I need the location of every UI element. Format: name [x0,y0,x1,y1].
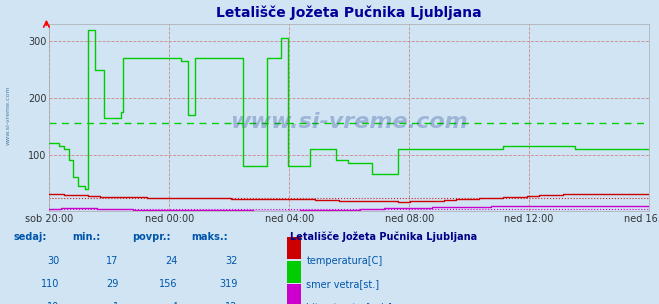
Text: 32: 32 [225,255,237,265]
Text: 17: 17 [106,255,119,265]
Text: 29: 29 [106,279,119,289]
Title: Letališče Jožeta Pučnika Ljubljana: Letališče Jožeta Pučnika Ljubljana [216,6,482,20]
Text: 12: 12 [225,302,237,304]
Text: maks.:: maks.: [191,232,228,242]
Text: www.si-vreme.com: www.si-vreme.com [231,112,468,132]
Text: 4: 4 [172,302,178,304]
Bar [287,261,301,283]
Text: 1: 1 [113,302,119,304]
Text: 110: 110 [41,279,59,289]
Text: www.si-vreme.com: www.si-vreme.com [5,86,11,145]
Text: smer vetra[st.]: smer vetra[st.] [306,279,380,289]
Bar [287,284,301,304]
Text: povpr.:: povpr.: [132,232,170,242]
Text: 24: 24 [165,255,178,265]
Text: 156: 156 [159,279,178,289]
Text: 10: 10 [47,302,59,304]
Text: 319: 319 [219,279,237,289]
Text: sedaj:: sedaj: [13,232,47,242]
Text: 30: 30 [47,255,59,265]
Text: hitrost vetra[m/s]: hitrost vetra[m/s] [306,302,392,304]
Text: min.:: min.: [72,232,101,242]
Bar [287,237,301,259]
Text: temperatura[C]: temperatura[C] [306,255,383,265]
Text: Letališče Jožeta Pučnika Ljubljana: Letališče Jožeta Pučnika Ljubljana [290,232,477,242]
